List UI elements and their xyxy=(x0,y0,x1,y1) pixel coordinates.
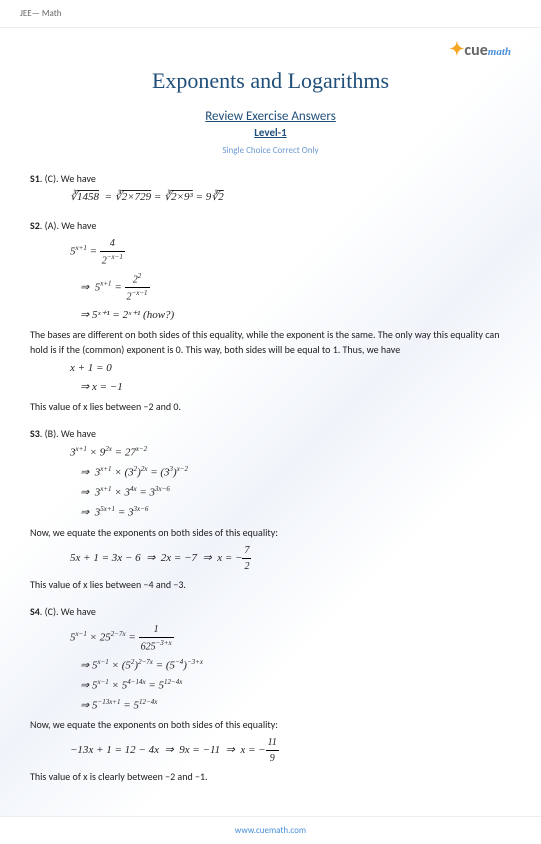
s4-answer: (C) xyxy=(45,605,56,618)
solution-1: S1. (C). We have ∛1458 = ∛2×729 = ∛2×9³ … xyxy=(30,171,511,206)
s3-eq3: ⇒ 3x+1 × 34x = 33x−6 xyxy=(80,484,511,501)
subtitle: Review Exercise Answers xyxy=(30,109,511,124)
level-label: Level-1 xyxy=(30,126,511,139)
s4-eq1: 5x−1 × 252−7x = 1625−3+x xyxy=(70,622,511,654)
s4-intro: We have xyxy=(61,605,96,618)
s3-intro: We have xyxy=(61,427,96,440)
s1-label: S1 xyxy=(30,172,40,185)
s2-label: S2 xyxy=(30,219,40,232)
s1-intro: We have xyxy=(61,172,96,185)
s4-explain2: This value of x is clearly between −2 an… xyxy=(30,769,511,784)
s2-eq2: ⇒ 5x+1 = 222−x−1 xyxy=(80,271,511,305)
page-header: JEE— Math xyxy=(0,0,541,28)
s1-answer: (C) xyxy=(45,172,56,185)
s2-intro: We have xyxy=(61,219,96,232)
s2-eq4: x + 1 = 0 xyxy=(70,360,511,377)
logo-text-2: math xyxy=(488,46,511,58)
brand-logo: ✦cuemath xyxy=(449,38,511,60)
s4-eq5: −13x + 1 = 12 − 4x ⇒ 9x = −11 ⇒ x = −119 xyxy=(70,735,511,766)
s3-label: S3 xyxy=(30,427,40,440)
s4-label: S4 xyxy=(30,605,40,618)
page-title: Exponents and Logarithms xyxy=(30,68,511,94)
choice-type: Single Choice Correct Only xyxy=(30,145,511,156)
solution-4: S4. (C). We have 5x−1 × 252−7x = 1625−3+… xyxy=(30,604,511,785)
s2-eq5: ⇒ x = −1 xyxy=(80,379,511,396)
s2-answer: (A) xyxy=(45,219,57,232)
s4-eq3: ⇒ 5x−1 × 54−14x = 512−4x xyxy=(80,677,511,694)
s3-eq5: 5x + 1 = 3x − 6 ⇒ 2x = −7 ⇒ x = −72 xyxy=(70,543,511,574)
s1-eq: ∛1458 = ∛2×729 = ∛2×9³ = 9∛2 xyxy=(70,189,511,206)
s2-eq3: ⇒ 5ˣ⁺¹ = 2ˣ⁺¹ (how?) xyxy=(80,307,511,324)
page-footer: www.cuemath.com xyxy=(0,816,541,844)
s2-explain1: The bases are different on both sides of… xyxy=(30,327,511,357)
s3-answer: (B) xyxy=(45,427,57,440)
s4-eq2: ⇒ 5x−1 × (52)2−7x = (5−4)−3+x xyxy=(80,657,511,674)
s3-eq2: ⇒ 3x+1 × (32)2x = (33)x−2 xyxy=(80,464,511,481)
solution-2: S2. (A). We have 5x+1 = 42−x−1 ⇒ 5x+1 = … xyxy=(30,218,511,414)
s3-eq1: 3x+1 × 92x = 27x−2 xyxy=(70,444,511,461)
s3-explain2: This value of x lies between −4 and −3. xyxy=(30,577,511,592)
s3-eq4: ⇒ 35x+1 = 33x−6 xyxy=(80,504,511,521)
s3-explain1: Now, we equate the exponents on both sid… xyxy=(30,525,511,540)
logo-text-1: cue xyxy=(464,41,487,60)
solution-3: S3. (B). We have 3x+1 × 92x = 27x−2 ⇒ 3x… xyxy=(30,426,511,592)
s4-explain1: Now, we equate the exponents on both sid… xyxy=(30,717,511,732)
s2-explain2: This value of x lies between −2 and 0. xyxy=(30,399,511,414)
logo-icon: ✦ xyxy=(449,38,464,60)
page-content: ✦cuemath Exponents and Logarithms Review… xyxy=(0,28,541,816)
s2-eq1: 5x+1 = 42−x−1 xyxy=(70,236,511,268)
